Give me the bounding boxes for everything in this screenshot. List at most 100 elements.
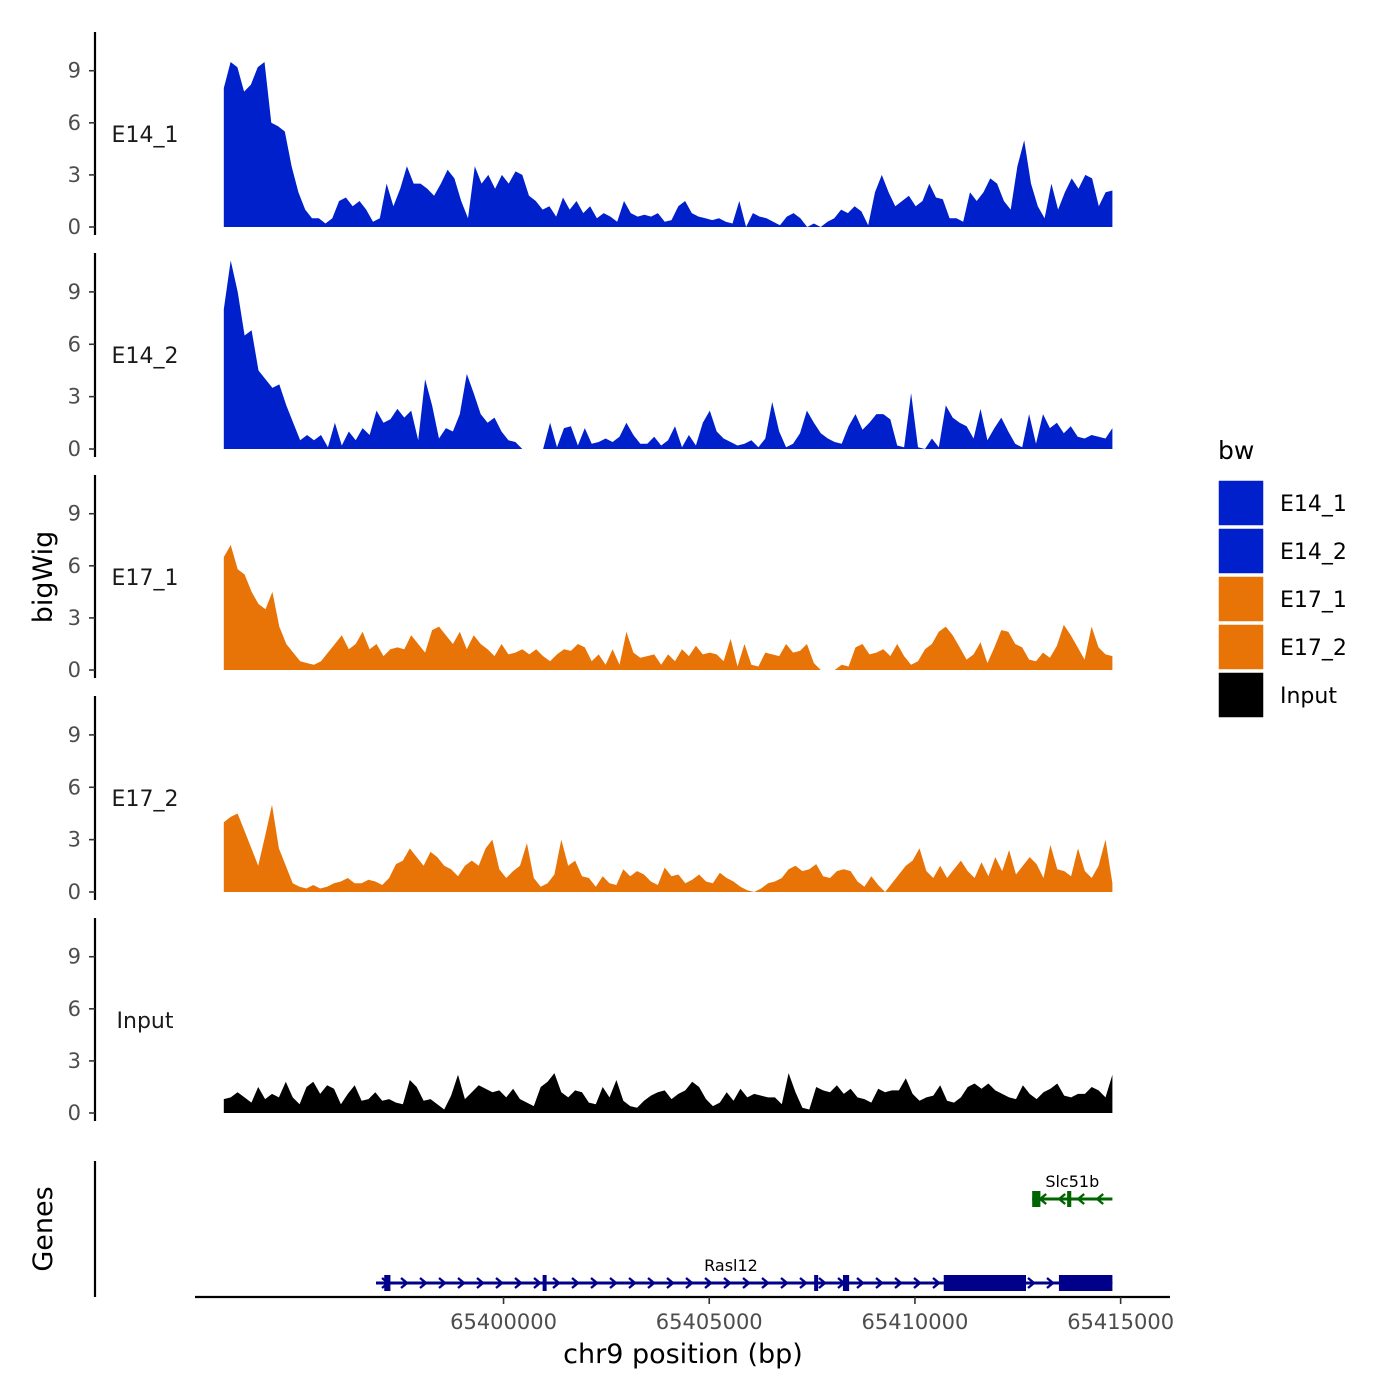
- strand-arrow: [1027, 1277, 1036, 1289]
- signal-area-E14_1: [223, 62, 1113, 227]
- strand-arrow: [742, 1277, 751, 1289]
- strand-arrow: [894, 1277, 903, 1289]
- track-E14_1: 0 3 6 9 E14_1: [68, 32, 1113, 239]
- strand-arrow: [1076, 1193, 1085, 1205]
- strand-arrow: [799, 1277, 808, 1289]
- strand-arrow: [571, 1277, 580, 1289]
- legend-swatch-E14_1: [1217, 479, 1265, 527]
- strand-arrow: [666, 1277, 675, 1289]
- y-tick-label: 6: [68, 111, 81, 135]
- track-E17_2: 0 3 6 9 E17_2: [68, 696, 1113, 904]
- x-axis-title: chr9 position (bp): [563, 1339, 803, 1370]
- strand-arrow: [647, 1277, 656, 1289]
- gene-Slc51b: Slc51b: [1032, 1172, 1113, 1207]
- exon: [1058, 1275, 1113, 1291]
- y-tick-label: 0: [68, 215, 81, 239]
- strand-arrow: [419, 1277, 428, 1289]
- gene-label: Rasl12: [704, 1256, 758, 1275]
- y-tick-label: 6: [68, 554, 81, 578]
- y-tick-label: 0: [68, 880, 81, 904]
- track-label: E14_1: [112, 123, 179, 148]
- y-tick-label: 0: [68, 437, 81, 461]
- strand-arrow: [780, 1277, 789, 1289]
- strand-arrow: [1095, 1193, 1104, 1205]
- y-tick-label: 9: [68, 280, 81, 304]
- legend-swatch-E14_2: [1217, 527, 1265, 575]
- gene-Rasl12: Rasl12: [376, 1256, 1113, 1291]
- strand-arrow: [856, 1277, 865, 1289]
- y-tick-label: 6: [68, 775, 81, 799]
- signal-area-E17_2: [223, 804, 1113, 892]
- track-Input: 0 3 6 9 Input: [68, 918, 1113, 1125]
- exon: [1067, 1191, 1072, 1207]
- strand-arrow: [685, 1277, 694, 1289]
- strand-arrow: [552, 1277, 561, 1289]
- strand-arrow: [457, 1277, 466, 1289]
- strand-arrow: [476, 1277, 485, 1289]
- strand-arrow: [1046, 1277, 1055, 1289]
- strand-arrow: [533, 1277, 542, 1289]
- strand-arrow: [932, 1277, 941, 1289]
- strand-arrow: [514, 1277, 523, 1289]
- strand-arrow: [818, 1277, 827, 1289]
- genes-axis-title: Genes: [28, 1186, 59, 1271]
- y-tick-label: 3: [68, 385, 81, 409]
- legend-label: E14_1: [1280, 492, 1347, 517]
- x-tick-label: 65415000: [1067, 1310, 1174, 1334]
- legend-swatch-E17_2: [1217, 623, 1265, 671]
- y-tick-label: 6: [68, 997, 81, 1021]
- y-tick-label: 3: [68, 1049, 81, 1073]
- strand-arrow: [438, 1277, 447, 1289]
- y-tick-label: 9: [68, 59, 81, 83]
- exon: [842, 1275, 850, 1291]
- y-tick-label: 3: [68, 163, 81, 187]
- exon: [1032, 1191, 1041, 1207]
- x-axis: 65400000 65405000 65410000 65415000: [195, 1295, 1174, 1334]
- track-label: E14_2: [112, 344, 179, 369]
- x-tick-label: 65410000: [861, 1310, 968, 1334]
- y-tick-label: 3: [68, 828, 81, 852]
- strand-arrow: [400, 1277, 409, 1289]
- exon: [943, 1275, 1027, 1291]
- y-tick-label: 9: [68, 502, 81, 526]
- legend-label: E17_1: [1280, 588, 1347, 613]
- legend-swatch-Input: [1217, 671, 1265, 719]
- track-E17_1: 0 3 6 9 E17_1: [68, 475, 1113, 682]
- track-label: E17_1: [112, 566, 179, 591]
- strand-arrow: [1057, 1193, 1066, 1205]
- x-tick-label: 65405000: [656, 1310, 763, 1334]
- signal-area-E17_1: [223, 545, 1113, 670]
- legend-swatch-E17_1: [1217, 575, 1265, 623]
- strand-arrow: [495, 1277, 504, 1289]
- y-tick-label: 0: [68, 1101, 81, 1125]
- strand-arrow: [875, 1277, 884, 1289]
- y-tick-label: 9: [68, 723, 81, 747]
- track-E14_2: 0 3 6 9 E14_2: [68, 253, 1113, 461]
- legend-label: Input: [1280, 684, 1337, 709]
- strand-arrow: [723, 1277, 732, 1289]
- y-tick-label: 6: [68, 332, 81, 356]
- y-tick-label: 3: [68, 606, 81, 630]
- track-label: E17_2: [112, 787, 179, 812]
- legend: bw E14_1 E14_2 E17_1 E17_2 Input: [1217, 436, 1347, 719]
- strand-arrow: [609, 1277, 618, 1289]
- legend-label: E17_2: [1280, 636, 1347, 661]
- strand-arrow: [704, 1277, 713, 1289]
- x-tick-label: 65400000: [450, 1310, 557, 1334]
- y-axis-title: bigWig: [28, 531, 59, 624]
- track-label: Input: [117, 1009, 174, 1034]
- gene-label: Slc51b: [1045, 1172, 1099, 1191]
- signal-area-Input: [223, 1073, 1113, 1113]
- exon: [542, 1275, 547, 1291]
- strand-arrow: [628, 1277, 637, 1289]
- y-tick-label: 0: [68, 658, 81, 682]
- legend-label: E14_2: [1280, 540, 1347, 565]
- strand-arrow: [590, 1277, 599, 1289]
- legend-title: bw: [1218, 436, 1254, 465]
- signal-area-E14_2: [223, 260, 1113, 449]
- genes-panel: Slc51b Rasl12: [93, 1161, 1113, 1297]
- bigwig-tracks: 0 3 6 9 E14_1 0 3 6 9 E14_2 0 3 6 9 E17_1 0 3 6 9 E17_2 0 3 6 9…: [68, 32, 1113, 1125]
- strand-arrow: [761, 1277, 770, 1289]
- y-tick-label: 9: [68, 945, 81, 969]
